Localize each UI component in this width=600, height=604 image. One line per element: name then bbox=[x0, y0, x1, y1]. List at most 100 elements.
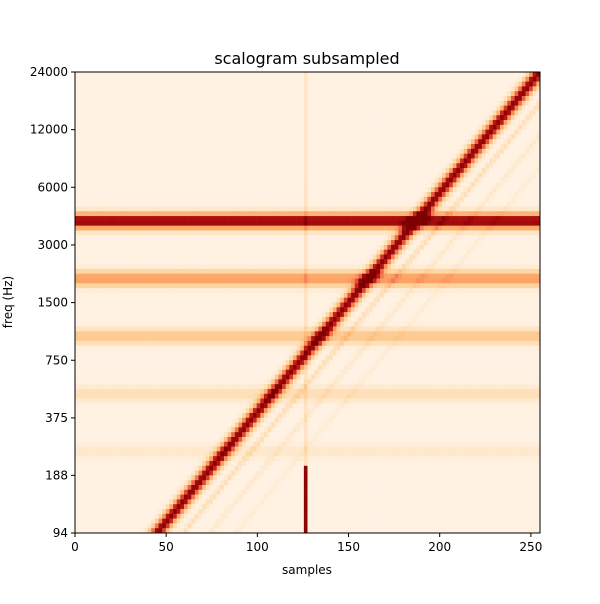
heatmap-cell bbox=[129, 278, 133, 283]
heatmap-cell bbox=[100, 384, 104, 389]
heatmap-cell bbox=[115, 355, 119, 360]
heatmap-cell bbox=[122, 327, 126, 332]
heatmap-cell bbox=[257, 288, 261, 293]
heatmap-cell bbox=[209, 82, 213, 87]
heatmap-cell bbox=[180, 86, 184, 91]
heatmap-cell bbox=[155, 355, 159, 360]
heatmap-cell bbox=[169, 495, 173, 500]
heatmap-cell bbox=[184, 178, 188, 183]
heatmap-cell bbox=[151, 216, 155, 221]
heatmap-cell bbox=[100, 475, 104, 480]
heatmap-cell bbox=[173, 423, 177, 428]
heatmap-cell bbox=[133, 206, 137, 211]
heatmap-cell bbox=[122, 523, 126, 528]
heatmap-cell bbox=[202, 499, 206, 504]
heatmap-cell bbox=[93, 504, 97, 509]
heatmap-cell bbox=[108, 158, 112, 163]
heatmap-cell bbox=[104, 384, 108, 389]
heatmap-cell bbox=[242, 341, 246, 346]
heatmap-cell bbox=[86, 322, 90, 327]
heatmap-cell bbox=[79, 461, 83, 466]
heatmap-cell bbox=[235, 360, 239, 365]
heatmap-cell bbox=[137, 101, 141, 106]
heatmap-cell bbox=[133, 471, 137, 476]
heatmap-cell bbox=[260, 490, 264, 495]
heatmap-cell bbox=[137, 226, 141, 231]
heatmap-cell bbox=[180, 106, 184, 111]
heatmap-cell bbox=[209, 240, 213, 245]
heatmap-cell bbox=[228, 96, 232, 101]
heatmap-cell bbox=[231, 509, 235, 514]
heatmap-cell bbox=[253, 168, 257, 173]
heatmap-cell bbox=[166, 480, 170, 485]
heatmap-cell bbox=[231, 317, 235, 322]
heatmap-cell bbox=[249, 466, 253, 471]
heatmap-cell bbox=[188, 427, 192, 432]
heatmap-cell bbox=[155, 72, 159, 77]
heatmap-cell bbox=[177, 101, 181, 106]
heatmap-cell bbox=[155, 365, 159, 370]
heatmap-cell bbox=[100, 394, 104, 399]
heatmap-cell bbox=[90, 96, 94, 101]
heatmap-cell bbox=[97, 495, 101, 500]
heatmap-cell bbox=[140, 206, 144, 211]
heatmap-cell bbox=[242, 101, 246, 106]
heatmap-cell bbox=[195, 106, 199, 111]
heatmap-cell bbox=[79, 307, 83, 312]
heatmap-cell bbox=[180, 254, 184, 259]
heatmap-cell bbox=[159, 264, 163, 269]
heatmap-cell bbox=[162, 226, 166, 231]
heatmap-cell bbox=[159, 427, 163, 432]
heatmap-cell bbox=[108, 240, 112, 245]
heatmap-cell bbox=[199, 206, 203, 211]
heatmap-cell bbox=[231, 202, 235, 207]
heatmap-cell bbox=[169, 221, 173, 226]
heatmap-cell bbox=[173, 154, 177, 159]
heatmap-cell bbox=[217, 72, 221, 77]
heatmap-cell bbox=[119, 230, 123, 235]
heatmap-cell bbox=[220, 125, 224, 130]
heatmap-cell bbox=[79, 187, 83, 192]
heatmap-cell bbox=[140, 197, 144, 202]
heatmap-cell bbox=[159, 178, 163, 183]
heatmap-cell bbox=[155, 216, 159, 221]
heatmap-cell bbox=[82, 346, 86, 351]
heatmap-cell bbox=[220, 106, 224, 111]
heatmap-cell bbox=[231, 403, 235, 408]
heatmap-cell bbox=[90, 110, 94, 115]
heatmap-cell bbox=[140, 307, 144, 312]
heatmap-cell bbox=[169, 197, 173, 202]
heatmap-cell bbox=[195, 351, 199, 356]
heatmap-cell bbox=[235, 432, 239, 437]
heatmap-cell bbox=[126, 298, 130, 303]
heatmap-cell bbox=[169, 110, 173, 115]
heatmap-cell bbox=[111, 274, 115, 279]
heatmap-cell bbox=[119, 375, 123, 380]
heatmap-cell bbox=[100, 360, 104, 365]
heatmap-cell bbox=[191, 168, 195, 173]
heatmap-cell bbox=[224, 365, 228, 370]
heatmap-cell bbox=[86, 298, 90, 303]
heatmap-cell bbox=[199, 504, 203, 509]
heatmap-cell bbox=[140, 230, 144, 235]
heatmap-cell bbox=[217, 168, 221, 173]
heatmap-cell bbox=[257, 269, 261, 274]
heatmap-cell bbox=[111, 480, 115, 485]
heatmap-cell bbox=[137, 504, 141, 509]
heatmap-cell bbox=[75, 495, 79, 500]
heatmap-cell bbox=[206, 173, 210, 178]
heatmap-cell bbox=[209, 427, 213, 432]
heatmap-cell bbox=[231, 504, 235, 509]
heatmap-cell bbox=[184, 370, 188, 375]
heatmap-cell bbox=[169, 211, 173, 216]
heatmap-cell bbox=[220, 115, 224, 120]
heatmap-cell bbox=[260, 125, 264, 130]
heatmap-cell bbox=[137, 327, 141, 332]
heatmap-cell bbox=[188, 72, 192, 77]
heatmap-cell bbox=[93, 197, 97, 202]
heatmap-cell bbox=[82, 327, 86, 332]
heatmap-cell bbox=[209, 447, 213, 452]
heatmap-cell bbox=[191, 182, 195, 187]
heatmap-cell bbox=[159, 235, 163, 240]
heatmap-cell bbox=[166, 101, 170, 106]
